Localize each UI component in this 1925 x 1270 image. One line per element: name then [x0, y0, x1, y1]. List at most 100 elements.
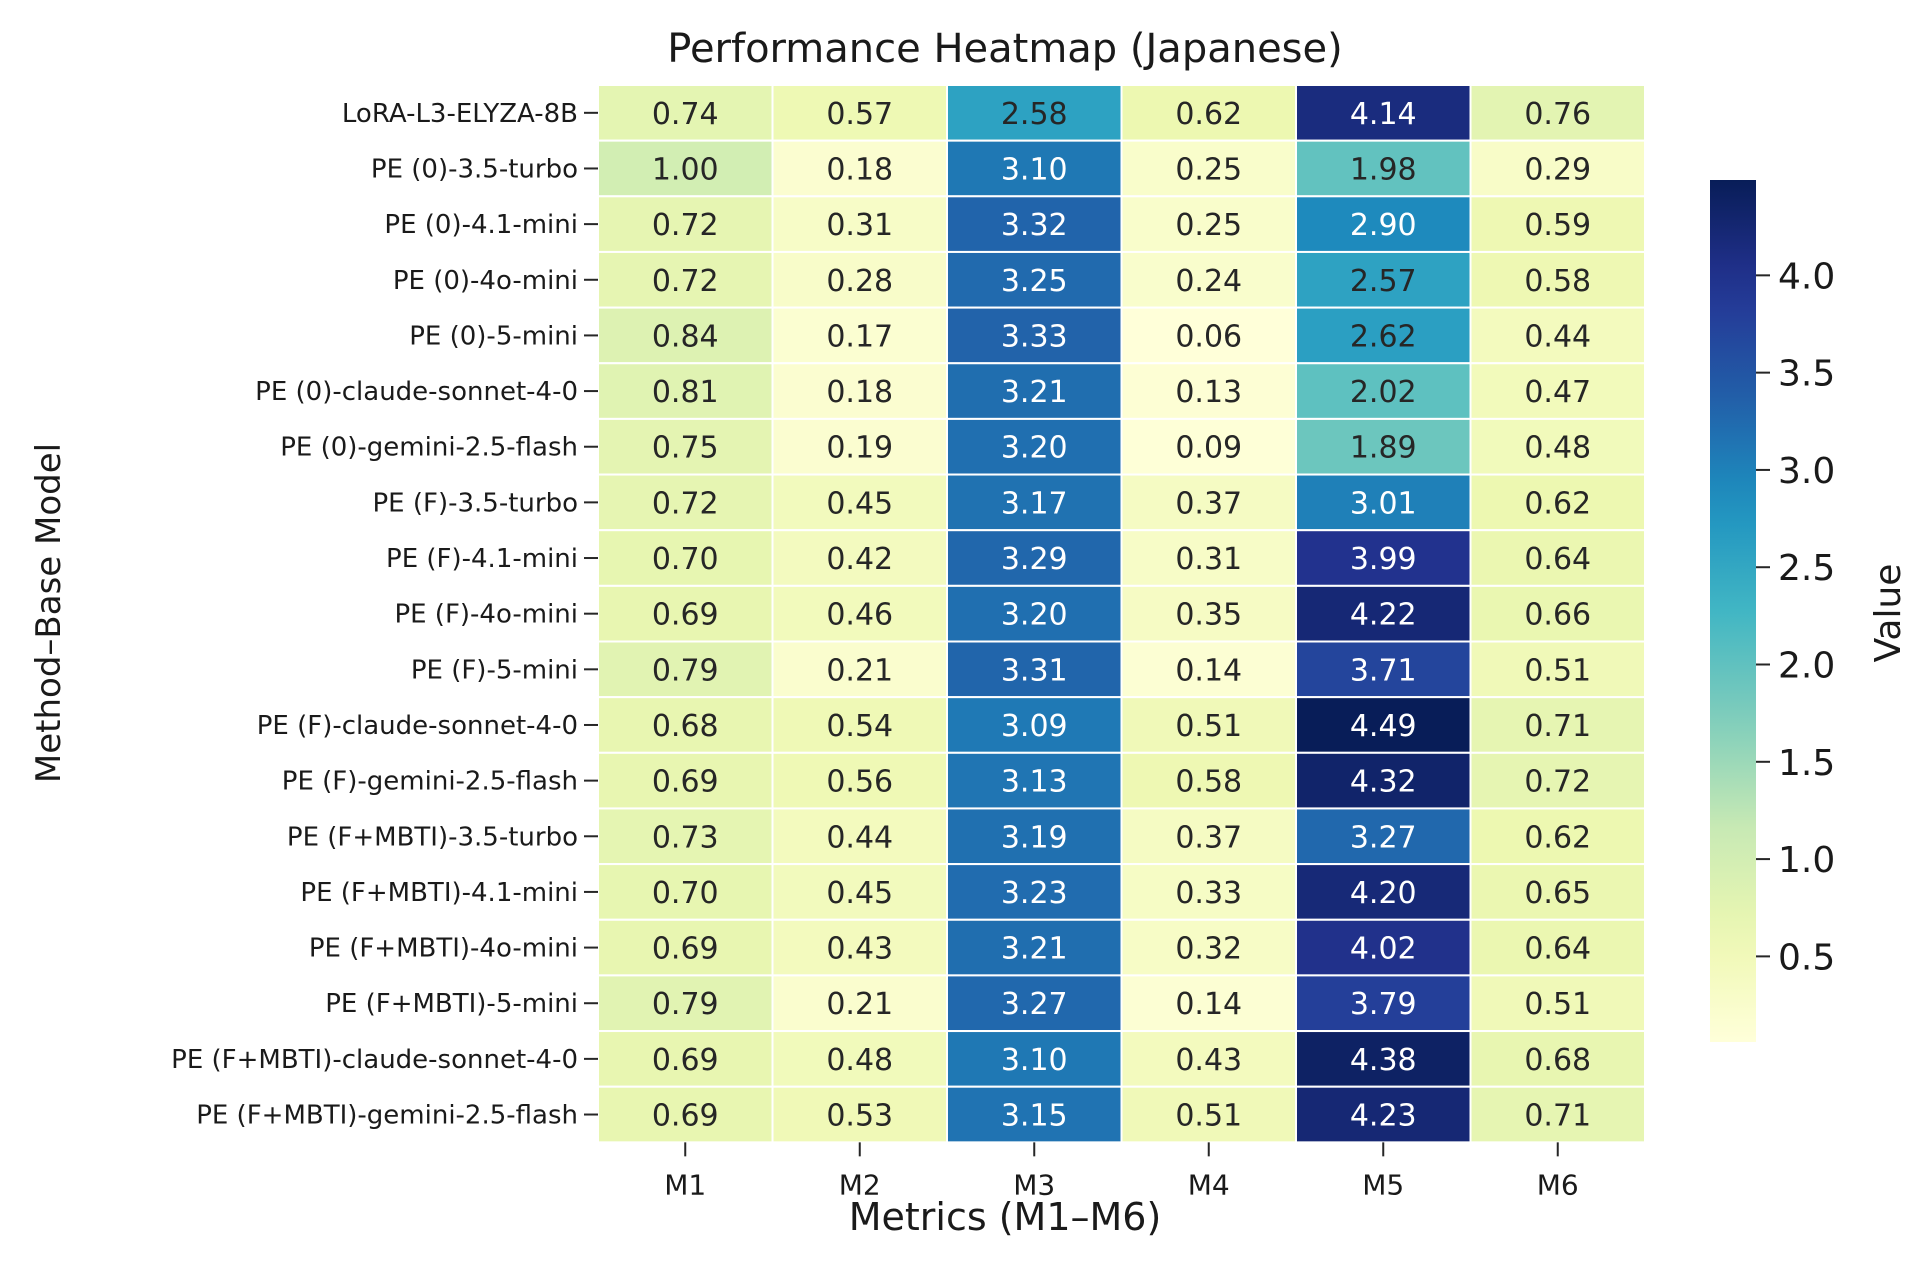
heatmap-cell [1469, 974, 1646, 1033]
cell-value-label: 0.74 [652, 97, 719, 132]
cell-value-label: 0.79 [652, 653, 719, 688]
cell-value-label: 0.53 [826, 1099, 893, 1134]
cell-value-label: 0.17 [826, 319, 893, 354]
heatmap-cell [1295, 529, 1472, 587]
cell-value-label: 0.43 [1175, 1043, 1242, 1078]
cell-value-label: 0.09 [1175, 431, 1242, 466]
chart-title: Performance Heatmap (Japanese) [667, 26, 1343, 72]
cell-value-label: 2.57 [1350, 264, 1417, 299]
heatmap-cell [597, 417, 774, 476]
cell-value-label: 3.20 [1001, 431, 1068, 466]
cell-value-label: 0.06 [1175, 319, 1242, 354]
heatmap-cell [1469, 751, 1646, 810]
cell-value-label: 0.59 [1524, 208, 1591, 243]
cell-value-label: 4.22 [1350, 598, 1417, 633]
heatmap-cell [771, 139, 948, 198]
cell-value-label: 0.56 [826, 765, 893, 800]
x-axis-label: Metrics (M1–M6) [849, 1195, 1162, 1239]
cell-value-label: 2.02 [1350, 375, 1417, 410]
cell-value-label: 0.54 [826, 709, 893, 744]
cell-value-label: 3.23 [1001, 876, 1068, 911]
y-tick-label: PE (F)-claude-sonnet-4-0 [257, 711, 578, 741]
cell-value-label: 0.42 [826, 542, 893, 577]
heatmap-cell [1295, 1030, 1472, 1088]
x-axis-tick-labels: M1 M2 M3 M4 M5 M6 [664, 1142, 1579, 1201]
cell-value-label: 0.71 [1524, 709, 1591, 744]
heatmap-cell [1120, 696, 1297, 754]
cell-value-label: 0.72 [652, 264, 719, 299]
heatmap-cell [597, 84, 774, 142]
cell-value-label: 3.09 [1001, 709, 1068, 744]
cell-value-label: 0.75 [652, 431, 719, 466]
cell-value-label: 0.14 [1175, 653, 1242, 688]
y-tick-label: PE (F)-gemini-2.5-flash [282, 767, 578, 797]
cell-value-label: 1.98 [1350, 152, 1417, 187]
y-tick-label: PE (F+MBTI)-gemini-2.5-flash [196, 1101, 578, 1131]
y-axis-label: Method–Base Model [29, 443, 69, 783]
cell-value-label: 3.79 [1350, 987, 1417, 1022]
cell-value-label: 0.62 [1175, 97, 1242, 132]
cell-value-label: 4.02 [1350, 932, 1417, 967]
x-tick-label: M6 [1537, 1168, 1579, 1201]
heatmap-cell [1469, 417, 1646, 476]
heatmap-cell [1120, 807, 1297, 866]
heatmap-cell [1295, 918, 1472, 977]
cell-value-label: 3.15 [1001, 1099, 1068, 1134]
cell-value-label: 0.13 [1175, 375, 1242, 410]
cell-value-label: 0.31 [826, 208, 893, 243]
cell-value-label: 3.01 [1350, 486, 1417, 521]
heatmap-cell [1295, 584, 1472, 643]
cell-value-label: 0.44 [1524, 319, 1591, 354]
heatmap-cell [1469, 362, 1646, 420]
cell-value-label: 3.25 [1001, 264, 1068, 299]
heatmap-cell [1120, 139, 1297, 198]
heatmap-cell [771, 195, 948, 253]
heatmap-cell [946, 751, 1123, 810]
heatmap-cell [1295, 195, 1472, 253]
cell-value-label: 0.72 [652, 208, 719, 243]
heatmap-cell [1120, 306, 1297, 365]
cell-value-label: 3.29 [1001, 542, 1068, 577]
cell-value-label: 0.51 [1524, 987, 1591, 1022]
heatmap-cell [1295, 863, 1472, 921]
heatmap-cell [1120, 751, 1297, 810]
cell-value-label: 3.10 [1001, 1043, 1068, 1078]
colorbar-tick-label: 1.0 [1778, 840, 1835, 881]
heatmap-cell [1295, 306, 1472, 365]
cell-value-label: 0.18 [826, 152, 893, 187]
cell-value-label: 3.27 [1001, 987, 1068, 1022]
colorbar-tick-label: 0.5 [1778, 937, 1835, 978]
cell-value-label: 0.84 [652, 319, 719, 354]
heatmap-cell [771, 84, 948, 142]
heatmap-cell [771, 250, 948, 309]
cell-value-label: 0.66 [1524, 598, 1591, 633]
cell-value-label: 0.25 [1175, 208, 1242, 243]
cell-value-label: 0.81 [652, 375, 719, 410]
cell-value-label: 0.58 [1524, 264, 1591, 299]
y-tick-label: PE (0)-3.5-turbo [371, 154, 578, 184]
heatmap-cell [597, 918, 774, 977]
y-tick-label: PE (0)-gemini-2.5-flash [280, 433, 578, 463]
cell-value-label: 0.69 [652, 765, 719, 800]
y-tick-label: PE (F)-3.5-turbo [373, 488, 579, 518]
cell-value-label: 4.38 [1350, 1043, 1417, 1078]
y-tick-label: PE (F+MBTI)-4.1-mini [300, 878, 578, 908]
colorbar-tick-label: 2.5 [1778, 548, 1835, 589]
heatmap-cell [1469, 195, 1646, 253]
cell-value-label: 3.17 [1001, 486, 1068, 521]
y-tick-label: PE (F)-5-mini [411, 655, 578, 685]
y-tick-label: PE (F)-4.1-mini [386, 544, 578, 574]
cell-value-label: 4.14 [1350, 97, 1417, 132]
cell-value-label: 3.27 [1350, 820, 1417, 855]
cell-value-label: 3.71 [1350, 653, 1417, 688]
cell-value-label: 3.31 [1001, 653, 1068, 688]
cell-value-label: 4.23 [1350, 1099, 1417, 1134]
cell-value-label: 4.32 [1350, 765, 1417, 800]
heatmap-cell [597, 529, 774, 587]
cell-value-label: 0.43 [826, 932, 893, 967]
cell-value-label: 3.99 [1350, 542, 1417, 577]
heatmap-cell [1295, 751, 1472, 810]
y-tick-label: PE (F)-4o-mini [394, 600, 578, 630]
cell-value-label: 0.68 [652, 709, 719, 744]
